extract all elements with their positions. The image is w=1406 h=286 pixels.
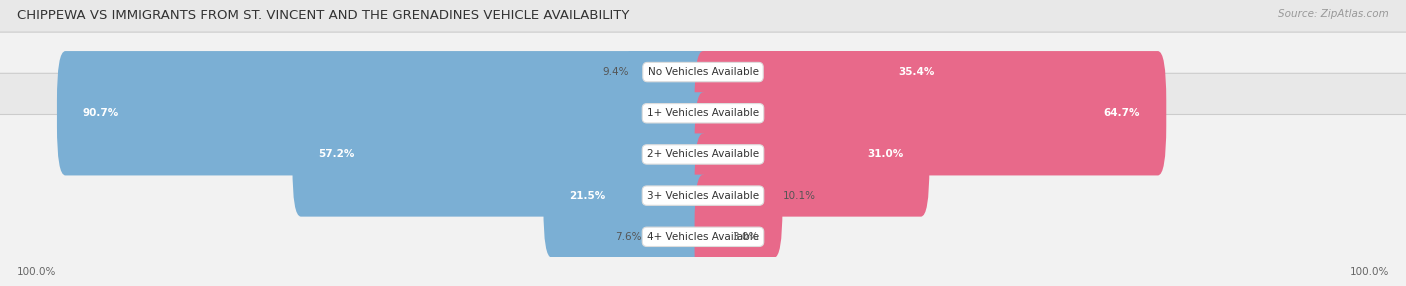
Text: 35.4%: 35.4% [898,67,935,77]
Text: 7.6%: 7.6% [614,232,641,242]
FancyBboxPatch shape [628,10,711,134]
Text: 9.4%: 9.4% [602,67,628,77]
Text: 57.2%: 57.2% [318,150,354,159]
Text: No Vehicles Available: No Vehicles Available [648,67,758,77]
FancyBboxPatch shape [695,134,782,258]
Text: 64.7%: 64.7% [1104,108,1140,118]
Text: 100.0%: 100.0% [1350,267,1389,277]
FancyBboxPatch shape [0,73,1406,286]
Text: 21.5%: 21.5% [569,191,606,200]
FancyBboxPatch shape [695,92,929,217]
FancyBboxPatch shape [695,175,733,286]
Text: 1+ Vehicles Available: 1+ Vehicles Available [647,108,759,118]
FancyBboxPatch shape [695,51,1167,175]
FancyBboxPatch shape [695,10,960,134]
FancyBboxPatch shape [543,134,711,258]
Text: 3.0%: 3.0% [733,232,759,242]
FancyBboxPatch shape [292,92,711,217]
Text: 31.0%: 31.0% [868,150,904,159]
Text: 100.0%: 100.0% [17,267,56,277]
Text: 4+ Vehicles Available: 4+ Vehicles Available [647,232,759,242]
FancyBboxPatch shape [0,114,1406,286]
Text: 90.7%: 90.7% [83,108,120,118]
FancyBboxPatch shape [641,175,711,286]
FancyBboxPatch shape [56,51,711,175]
FancyBboxPatch shape [0,0,1406,236]
Text: 2+ Vehicles Available: 2+ Vehicles Available [647,150,759,159]
Text: Source: ZipAtlas.com: Source: ZipAtlas.com [1278,9,1389,19]
Text: CHIPPEWA VS IMMIGRANTS FROM ST. VINCENT AND THE GRENADINES VEHICLE AVAILABILITY: CHIPPEWA VS IMMIGRANTS FROM ST. VINCENT … [17,9,630,21]
Text: 3+ Vehicles Available: 3+ Vehicles Available [647,191,759,200]
FancyBboxPatch shape [0,0,1406,194]
FancyBboxPatch shape [0,32,1406,277]
Text: 10.1%: 10.1% [782,191,815,200]
